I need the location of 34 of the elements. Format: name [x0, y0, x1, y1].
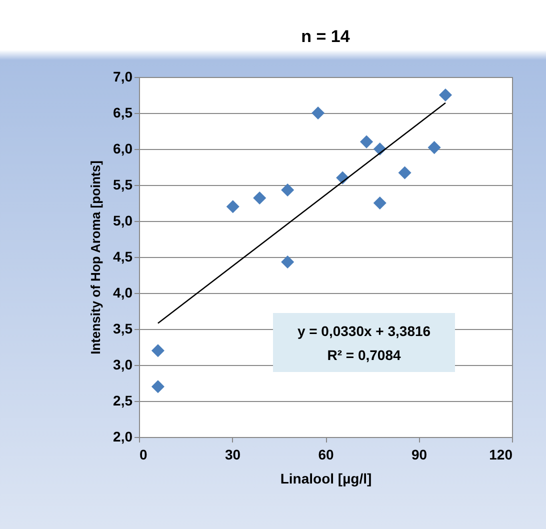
y-tick-label: 2,5: [113, 392, 133, 408]
point: [398, 166, 412, 180]
chart-title: n = 14: [301, 27, 350, 46]
y-tick-label: 3,5: [113, 320, 133, 336]
point: [360, 135, 374, 148]
point: [151, 380, 164, 394]
point: [281, 184, 294, 197]
annotation: R² = 0,7084: [326, 346, 402, 364]
y-tick-label: 3,0: [113, 356, 133, 372]
point: [281, 256, 294, 269]
x-tick-label: 0: [140, 446, 148, 462]
y-tick-label: 6,5: [113, 104, 133, 120]
equation-box: y = 0,0330x + 3,3816 R² = 0,7084: [273, 313, 455, 372]
point: [428, 141, 441, 154]
x-axis-title: Linalool [µg/l]: [280, 470, 372, 486]
y-axis-title: Intensity of Hop Aroma [points]: [88, 160, 104, 354]
point: [253, 191, 266, 204]
y-tick-label: 2,0: [113, 428, 133, 444]
x-tick-label: 60: [318, 446, 334, 462]
y-tick-label: 4,5: [113, 248, 133, 264]
y-tick-label: 6,0: [113, 140, 133, 156]
point: [312, 106, 325, 120]
y-tick-label: 4,0: [113, 284, 133, 300]
y-tick-label: 7,0: [113, 68, 133, 84]
y-tick-label: 5,5: [113, 176, 133, 192]
point: [438, 88, 452, 102]
y-tick-label: 5,0: [113, 212, 133, 228]
point: [373, 196, 386, 210]
annotation: y = 0,0330x + 3,3816: [296, 322, 432, 341]
x-tick-label: 30: [224, 446, 241, 462]
point: [226, 200, 240, 214]
x-tick-label: 120: [489, 446, 513, 462]
x-tick-label: 90: [411, 446, 428, 462]
point: [151, 344, 164, 358]
